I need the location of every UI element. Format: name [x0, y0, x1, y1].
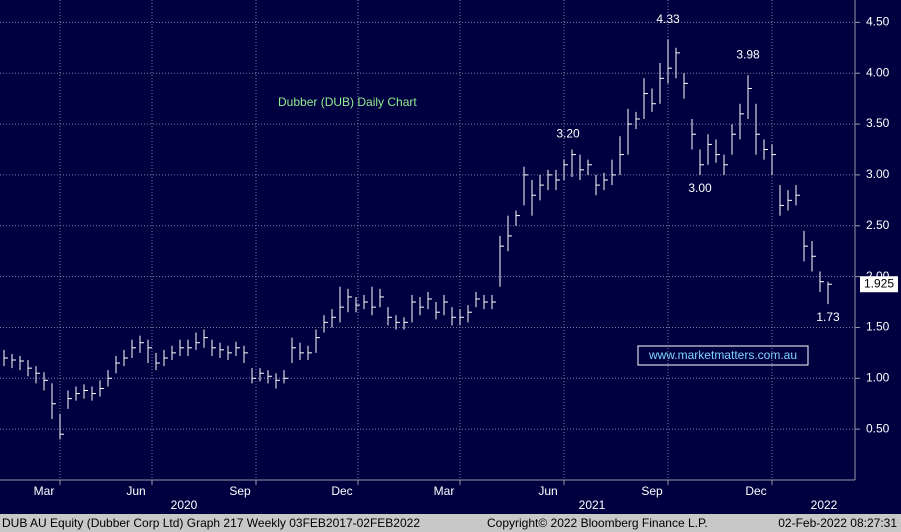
- y-tick-label: 0.50: [866, 421, 890, 435]
- last-price-label: 1.925: [864, 276, 894, 290]
- last-price-box: [860, 276, 898, 293]
- y-tick-label: 1.00: [866, 370, 890, 384]
- x-tick-label: Jun: [538, 484, 557, 498]
- x-group-label: 2021: [579, 498, 606, 512]
- x-tick-label: Mar: [34, 484, 55, 498]
- footer-right: 02-Feb-2022 08:27:31: [778, 516, 897, 530]
- chart: Dubber (DUB) Daily Chart www.marketmatte…: [0, 0, 901, 514]
- annotation: 1.73: [816, 310, 840, 324]
- watermark: www.marketmatters.com.au: [648, 348, 797, 362]
- chart-title: Dubber (DUB) Daily Chart: [278, 95, 417, 109]
- footer-left: DUB AU Equity (Dubber Corp Ltd) Graph 21…: [2, 516, 420, 530]
- annotation: 3.98: [736, 47, 760, 61]
- x-group-label: 2020: [171, 498, 198, 512]
- y-tick-label: 3.50: [866, 116, 890, 130]
- y-tick-label: 4.50: [866, 15, 890, 29]
- background: [0, 0, 901, 514]
- y-tick-label: 2.50: [866, 218, 890, 232]
- x-tick-label: Jun: [126, 484, 145, 498]
- x-tick-label: Dec: [745, 484, 766, 498]
- watermark-box: [637, 345, 809, 366]
- annotation: 3.00: [688, 181, 712, 195]
- x-tick-label: Sep: [641, 484, 663, 498]
- x-tick-label: Sep: [229, 484, 251, 498]
- y-tick-label: 1.50: [866, 320, 890, 334]
- x-tick-label: Mar: [434, 484, 455, 498]
- footer-center: Copyright© 2022 Bloomberg Finance L.P.: [487, 516, 708, 530]
- x-group-label: 2022: [811, 498, 838, 512]
- annotation: 3.20: [556, 127, 580, 141]
- y-tick-label: 3.00: [866, 167, 890, 181]
- y-tick-label: 4.00: [866, 65, 890, 79]
- footer: DUB AU Equity (Dubber Corp Ltd) Graph 21…: [0, 514, 901, 532]
- annotation: 4.33: [656, 12, 680, 26]
- x-tick-label: Dec: [331, 484, 352, 498]
